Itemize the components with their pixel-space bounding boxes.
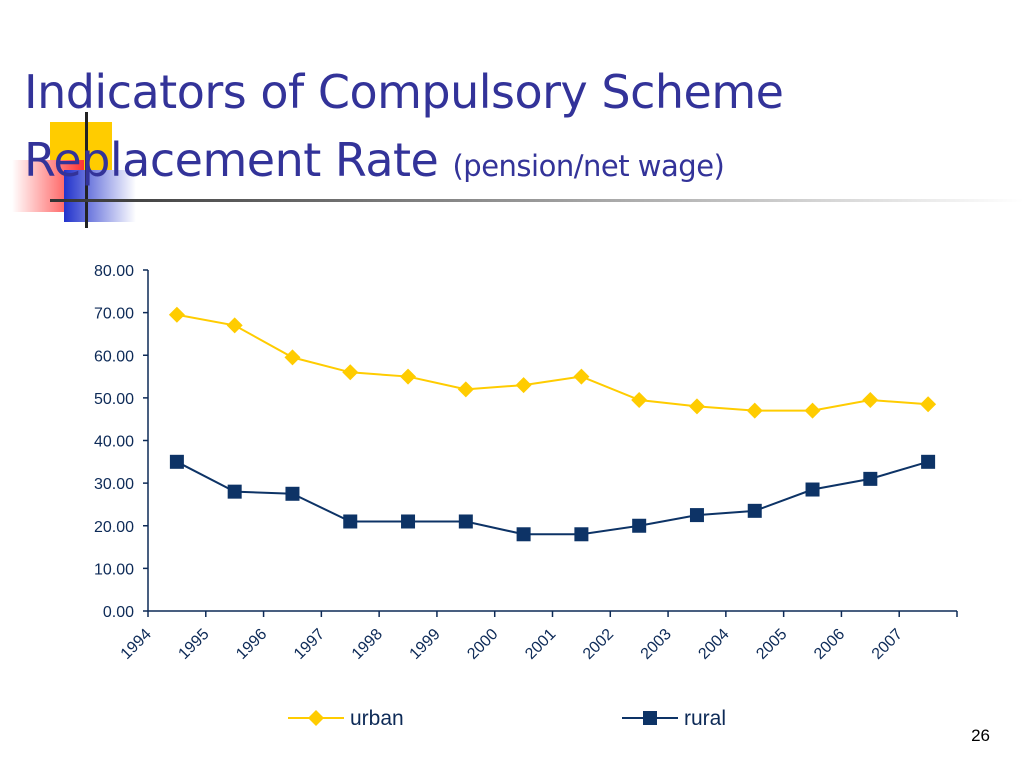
page-number: 26 xyxy=(971,726,990,745)
legend-label-rural: rural xyxy=(684,707,726,730)
rural-series-line xyxy=(176,460,929,536)
x-tick-label: 1997 xyxy=(291,626,328,663)
x-tick-label: 2007 xyxy=(869,626,906,663)
x-tick-label: 2005 xyxy=(753,626,790,663)
urban-data-point xyxy=(631,392,648,409)
blue-fade-square xyxy=(64,170,136,222)
urban-data-point xyxy=(457,381,474,398)
urban-data-point xyxy=(746,402,763,419)
line-chart: 0.00 10.00 20.00 30.00 40.00 50.00 60.00 70.00 8… xyxy=(94,263,958,730)
urban-data-point xyxy=(804,402,821,419)
y-tick-label: 70.00 xyxy=(94,306,134,323)
urban-data-point xyxy=(168,306,185,323)
rural-data-point xyxy=(285,486,300,501)
y-tick-label: 80.00 xyxy=(94,263,134,280)
y-tick-label: 50.00 xyxy=(94,391,134,408)
rural-data-point xyxy=(689,508,704,523)
x-tick-label: 1996 xyxy=(233,626,270,663)
y-tick-label: 30.00 xyxy=(94,476,134,493)
y-tick-label: 60.00 xyxy=(94,348,134,365)
slide-title: Indicators of Compulsory Scheme Replacem… xyxy=(24,58,1024,200)
vertical-rule xyxy=(85,112,88,228)
rural-data-point xyxy=(747,503,762,518)
x-tick-label: 1994 xyxy=(118,626,155,663)
y-tick-label: 0.00 xyxy=(103,604,134,621)
urban-data-point xyxy=(342,364,359,381)
x-tick-label: 1998 xyxy=(349,626,386,663)
title-main: Indicators of Compulsory Scheme Replacem… xyxy=(24,65,784,187)
legend-marker-rural xyxy=(643,711,657,725)
x-tick-label: 2001 xyxy=(522,626,559,663)
x-tick-label: 2000 xyxy=(464,626,501,663)
urban-data-point xyxy=(400,368,417,385)
title-decoration xyxy=(12,112,1024,228)
legend-label-urban: urban xyxy=(350,707,404,730)
x-tick-label: 2004 xyxy=(695,626,732,663)
title-subtitle: (pension/net wage) xyxy=(452,149,725,183)
rural-data-point xyxy=(516,527,531,542)
title-underline xyxy=(50,199,1024,202)
x-tick-label: 1995 xyxy=(175,626,212,663)
urban-data-point xyxy=(920,396,937,413)
rural-data-point xyxy=(401,514,416,529)
rural-data-point xyxy=(574,527,589,542)
rural-data-point xyxy=(343,514,358,529)
y-tick-label: 40.00 xyxy=(94,434,134,451)
rural-data-point xyxy=(921,454,936,469)
urban-data-point xyxy=(862,392,879,409)
urban-data-point xyxy=(284,349,301,366)
rural-data-point xyxy=(863,471,878,486)
rural-data-point xyxy=(458,514,473,529)
rural-data-point xyxy=(805,482,820,497)
urban-data-point xyxy=(226,317,243,334)
x-tick-label: 2006 xyxy=(811,626,848,663)
y-tick-label: 20.00 xyxy=(94,519,134,536)
urban-data-point xyxy=(573,368,590,385)
rural-data-point xyxy=(227,484,242,499)
x-tick-label: 2002 xyxy=(580,626,617,663)
urban-series-line xyxy=(176,313,929,412)
urban-data-point xyxy=(688,398,705,415)
legend-marker-urban xyxy=(308,710,324,726)
rural-data-point xyxy=(169,454,184,469)
x-tick-label: 2003 xyxy=(638,626,675,663)
rural-data-point xyxy=(632,518,647,533)
x-tick-label: 1999 xyxy=(407,626,444,663)
urban-data-point xyxy=(515,377,532,394)
y-tick-label: 10.00 xyxy=(94,561,134,578)
